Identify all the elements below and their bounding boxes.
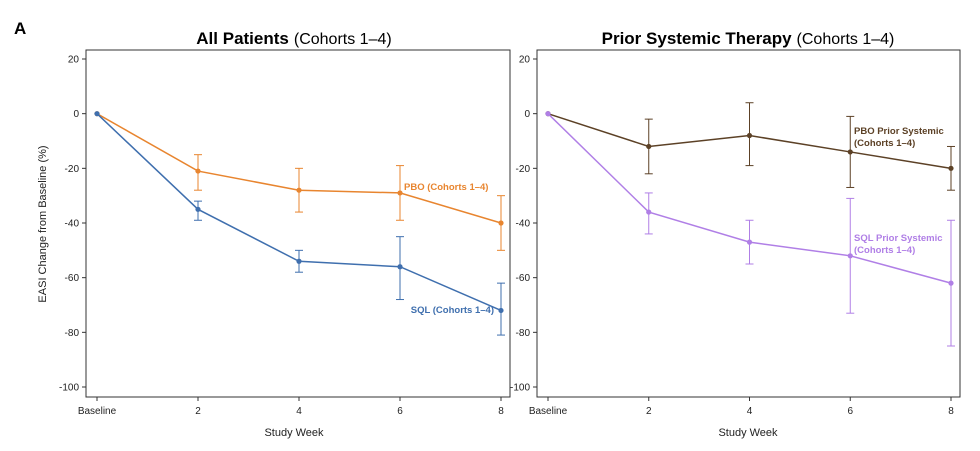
- data-point: [498, 220, 504, 226]
- chart-prior-systemic: Prior Systemic Therapy (Cohorts 1–4) Stud…: [510, 29, 961, 439]
- chart-title: All Patients (Cohorts 1–4): [196, 29, 391, 48]
- series-0: PBO (Cohorts 1–4): [94, 111, 505, 251]
- y-tick-label: -100: [59, 383, 79, 394]
- x-tick-label: 6: [397, 406, 403, 417]
- x-tick-label: 2: [646, 406, 652, 417]
- y-tick-label: -20: [516, 164, 531, 175]
- y-tick-label: 0: [524, 109, 530, 120]
- data-point: [195, 168, 201, 174]
- data-point: [296, 187, 302, 193]
- data-point: [397, 264, 403, 270]
- panel-label: A: [14, 19, 26, 38]
- series-0: PBO Prior Systemic (Cohorts 1–4): [545, 102, 955, 191]
- data-point: [948, 280, 954, 286]
- chart-title-rest: (Cohorts 1–4): [797, 31, 895, 48]
- x-tick-label: 8: [498, 406, 504, 417]
- data-point: [195, 206, 201, 212]
- data-point: [746, 132, 753, 139]
- series-label-line: PBO (Cohorts 1–4): [404, 182, 488, 193]
- y-axis-title: EASI Change from Baseline (%): [37, 145, 49, 302]
- y-tick-label: 0: [73, 109, 79, 120]
- data-point: [847, 149, 853, 155]
- y-tick-label: -80: [65, 328, 80, 339]
- series-label: SQL (Cohorts 1–4): [411, 305, 494, 316]
- y-tick-label: -40: [516, 219, 531, 230]
- chart-all-patients: All Patients (Cohorts 1–4) Study Week EAS…: [37, 29, 511, 439]
- y-tick-label: -60: [516, 273, 531, 284]
- series-label-line: SQL Prior Systemic: [854, 233, 943, 244]
- data-point: [948, 165, 954, 171]
- y-tick-label: -20: [65, 164, 80, 175]
- x-axis-title: Study Week: [718, 427, 778, 439]
- series-label-line: (Cohorts 1–4): [854, 138, 915, 149]
- plot-frame: [85, 49, 511, 398]
- data-point: [397, 190, 403, 196]
- series-label-line: PBO Prior Systemic: [854, 126, 944, 137]
- x-axis-title: Study Week: [264, 427, 324, 439]
- x-tick-label: 6: [847, 406, 853, 417]
- x-tick-label: Baseline: [78, 406, 117, 417]
- data-point: [646, 209, 652, 215]
- y-tick-label: -60: [65, 273, 80, 284]
- data-point: [545, 111, 551, 117]
- x-tick-label: 2: [195, 406, 201, 417]
- series-1: SQL (Cohorts 1–4): [94, 111, 505, 336]
- data-point: [94, 111, 100, 117]
- chart-title-rest: (Cohorts 1–4): [294, 31, 392, 48]
- chart-title: Prior Systemic Therapy (Cohorts 1–4): [602, 29, 895, 48]
- series-label: PBO (Cohorts 1–4): [404, 182, 488, 193]
- chart-title-bold: All Patients: [196, 29, 289, 48]
- series-label: SQL Prior Systemic (Cohorts 1–4): [854, 233, 943, 256]
- data-point: [746, 239, 753, 245]
- x-tick-label: 8: [948, 406, 954, 417]
- x-tick-label: 4: [296, 406, 302, 417]
- plot-frame: [536, 49, 961, 398]
- y-tick-label: 20: [68, 55, 80, 66]
- y-tick-label: -40: [65, 219, 80, 230]
- data-point: [498, 307, 504, 314]
- data-point: [646, 143, 652, 150]
- data-point: [847, 253, 853, 259]
- x-tick-label: Baseline: [529, 406, 568, 417]
- series-label-line: SQL (Cohorts 1–4): [411, 305, 494, 316]
- series-label-line: (Cohorts 1–4): [854, 245, 915, 256]
- data-point: [296, 258, 302, 264]
- series-1: SQL Prior Systemic (Cohorts 1–4): [545, 111, 955, 347]
- x-tick-label: 4: [747, 406, 753, 417]
- series-label: PBO Prior Systemic (Cohorts 1–4): [854, 126, 944, 149]
- chart-title-bold: Prior Systemic Therapy: [602, 29, 792, 48]
- y-tick-label: 20: [519, 55, 531, 66]
- y-tick-label: -100: [510, 383, 530, 394]
- y-tick-label: -80: [516, 328, 531, 339]
